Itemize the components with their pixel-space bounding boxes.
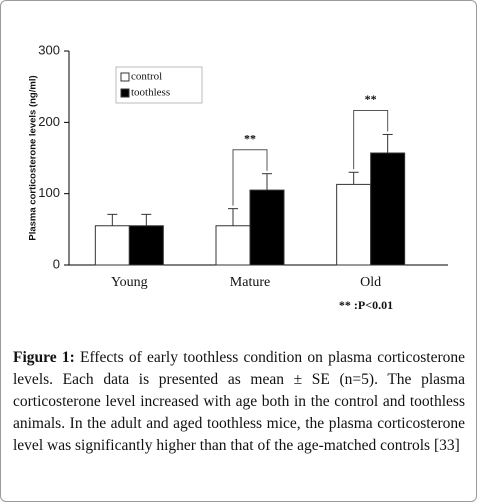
bar [336, 183, 372, 266]
y-tick-label: 300 [38, 42, 60, 57]
caption: Figure 1: Effects of early toothless con… [13, 347, 465, 457]
y-tick-label: 0 [53, 256, 60, 271]
legend-swatch [120, 88, 130, 98]
y-tick-label: 100 [38, 185, 60, 200]
legend-label: control [131, 71, 162, 83]
bar [249, 189, 285, 266]
significance-bracket [353, 109, 389, 170]
bar [128, 225, 164, 266]
caption-label: Figure 1: [13, 349, 75, 366]
x-tick-label: Mature [230, 275, 270, 290]
legend-label: toothless [131, 87, 170, 99]
legend-box [115, 66, 203, 104]
y-tick-label: 200 [38, 114, 60, 129]
bar [370, 152, 406, 266]
x-tick-label: Young [111, 275, 148, 290]
chart: Plasma corticosterone levels (ng/ml) ** … [28, 42, 448, 312]
x-tick-label: Old [360, 275, 381, 290]
caption-text: Effects of early toothless condition on … [13, 349, 466, 454]
significance-note: ** :P<0.01 [339, 298, 393, 312]
significance-label: ** [365, 92, 377, 106]
significance-bracket [232, 149, 268, 206]
significance-label: ** [244, 131, 256, 145]
legend-swatch [120, 72, 130, 82]
bar [94, 225, 130, 266]
y-axis-label: Plasma corticosterone levels (ng/ml) [28, 75, 39, 240]
bar [215, 225, 251, 266]
